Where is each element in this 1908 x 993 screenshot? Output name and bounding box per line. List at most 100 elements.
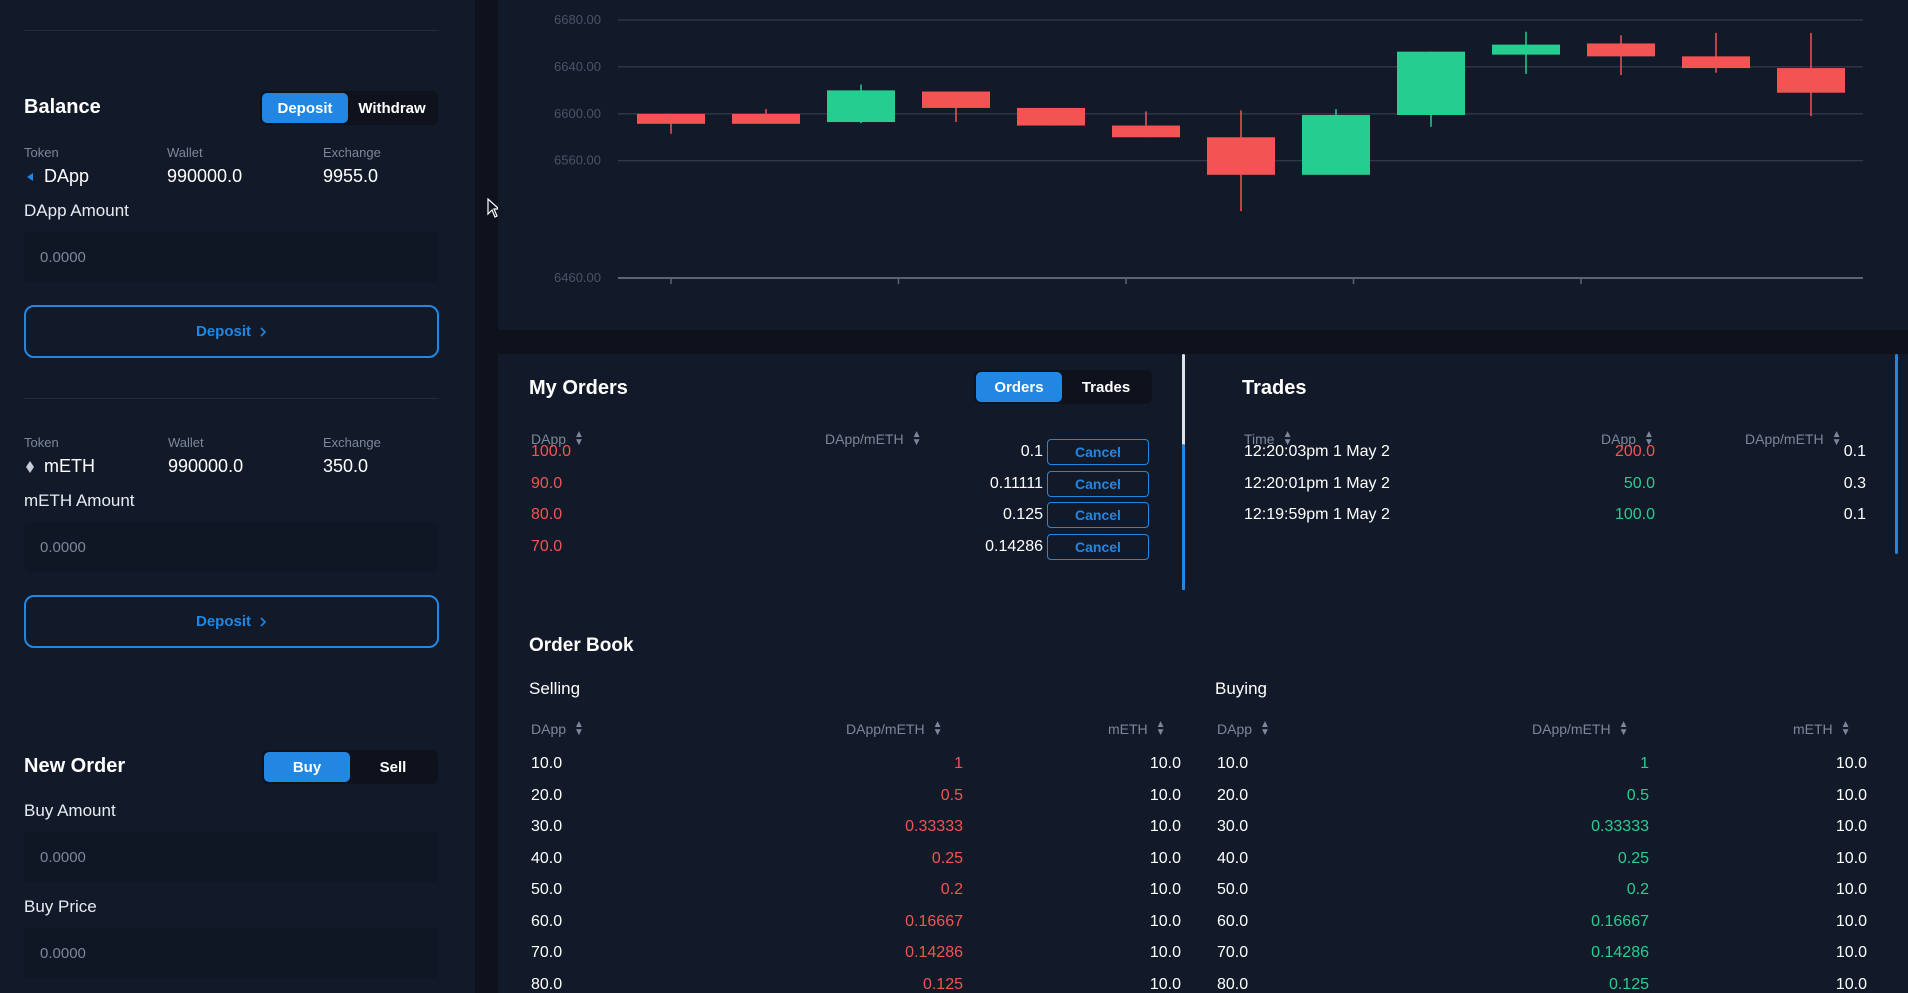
selling-amount: 50.0 [531,881,563,898]
trade-amount: 200.0 [1614,443,1655,460]
trade-price: 0.3 [1843,474,1866,492]
meth-wallet-col: Wallet 990000.0 [168,435,243,477]
buying-total-header[interactable]: mETH ▲ ▼ [1793,720,1851,738]
header-label: Time [1244,431,1275,447]
chevron-right-icon [260,326,267,337]
trades-tab[interactable]: Trades [1081,378,1131,396]
buying-price: 0.16667 [1591,912,1649,930]
deposit-meth-label: Deposit [195,613,251,630]
selling-price: 0.14286 [905,944,963,961]
trade-price: 0.1 [1843,506,1866,523]
order-price: 0.1 [1020,443,1043,460]
selling-amount: 60.0 [531,912,563,930]
cancel-order-button[interactable]: Cancel [1047,439,1149,465]
dapp-token-name: DApp [44,166,90,186]
sort-icon: ▲ ▼ [574,429,584,448]
buy-tab[interactable]: Buy [264,752,350,782]
selling-total: 10.0 [1149,786,1181,804]
dapp-exchange-value: 9955.0 [323,166,379,186]
buying-amount: 10.0 [1217,755,1249,772]
header-label: DApp/mETH [1532,721,1611,737]
cancel-order-button[interactable]: Cancel [1047,470,1149,497]
scrollbar-thumb[interactable] [1182,444,1185,590]
selling-total: 10.0 [1149,881,1181,898]
buying-price: 0.125 [1608,975,1649,993]
withdraw-tab[interactable]: Withdraw [358,99,426,117]
trades-time-header[interactable]: Time ▲ ▼ [1244,430,1293,448]
dapp-token-col: Token DApp [24,145,89,187]
selling-amount: 20.0 [531,786,563,804]
sort-icon: ▲ ▼ [574,719,584,738]
candle-body-down [637,113,705,124]
selling-total-header[interactable]: mETH ▲ ▼ [1108,720,1166,738]
meth-amount-label: mETH Amount [24,491,135,510]
order-amount: 90.0 [531,474,563,492]
sort-icon: ▲ ▼ [932,719,943,738]
order-price: 0.14286 [985,537,1043,555]
dapp-amount-input[interactable] [24,232,439,282]
selling-total: 10.0 [1149,912,1181,930]
balance-tabs: Deposit Withdraw [260,91,438,125]
deposit-tab[interactable]: Deposit [262,93,348,123]
selling-total: 10.0 [1149,975,1181,993]
sort-icon: ▲ ▼ [911,429,922,448]
dapp-exchange-col: Exchange 9955.0 [323,145,381,187]
dapp-token-icon [27,172,33,181]
buying-price-header[interactable]: DApp/mETH ▲ ▼ [1532,720,1628,738]
buying-amount: 40.0 [1217,849,1249,867]
meth-amount-input[interactable] [24,522,439,572]
wallet-label: Wallet [168,435,204,450]
y-tick-label: 6560.00 [554,153,601,168]
buying-amount: 20.0 [1217,786,1249,804]
meth-exchange-col: Exchange 350.0 [323,435,381,477]
my-orders-price-header[interactable]: DApp/mETH ▲ ▼ [825,429,922,448]
trades-amount-header[interactable]: DApp ▲ ▼ [1601,429,1654,448]
buy-price-input[interactable] [24,928,439,978]
buying-amount: 30.0 [1217,818,1249,835]
cancel-order-button[interactable]: Cancel [1047,533,1149,560]
chevron-right-icon [260,616,267,627]
divider [24,30,439,31]
selling-amount: 30.0 [531,818,563,835]
candlestick-chart[interactable]: 6680.00 6640.00 6600.00 6560.00 6460.00 [498,0,1908,330]
selling-price: 1 [954,755,963,772]
token-label: Token [24,435,59,450]
buy-price-label: Buy Price [24,897,97,916]
trades-price-header[interactable]: DApp/mETH ▲ ▼ [1745,430,1841,448]
trade-amount: 100.0 [1614,506,1655,523]
selling-price: 0.25 [931,849,963,867]
selling-price-header[interactable]: DApp/mETH ▲ ▼ [846,719,943,738]
sell-tab[interactable]: Sell [379,758,407,776]
buying-amount-header[interactable]: DApp ▲ ▼ [1217,720,1270,738]
buy-amount-input[interactable] [24,832,439,882]
my-orders-amount-header[interactable]: DApp ▲ ▼ [531,429,584,448]
buying-total: 10.0 [1835,786,1867,804]
cancel-order-button[interactable]: Cancel [1047,502,1149,528]
selling-amount: 10.0 [531,755,563,772]
selling-price: 0.16667 [905,912,963,930]
orders-tab[interactable]: Orders [976,372,1062,402]
eth-diamond-icon [26,460,34,473]
exchange-label: Exchange [323,435,381,450]
new-order-title: New Order [24,755,126,777]
trade-price: 0.1 [1843,443,1866,460]
deposit-meth-button[interactable]: Deposit [24,595,439,648]
buying-total: 10.0 [1835,975,1867,993]
new-order-tabs: Buy Sell [262,750,438,784]
dapp-wallet-value: 990000.0 [167,166,243,186]
header-label: DApp/mETH [846,721,925,737]
deposit-dapp-button[interactable]: Deposit [24,305,439,358]
token-label: Token [24,145,59,160]
selling-amount: 40.0 [531,849,563,867]
my-orders-title: My Orders [529,377,628,399]
scrollbar-thumb[interactable] [1895,354,1898,554]
sort-icon: ▲ ▼ [1644,429,1654,448]
header-label: mETH [1108,721,1148,737]
order-amount: 70.0 [531,537,563,555]
selling-price: 0.125 [922,975,963,993]
token-value: DApp [24,166,89,187]
selling-amount-header[interactable]: DApp ▲ ▼ [531,719,584,738]
divider [24,398,439,399]
buying-total: 10.0 [1835,755,1867,772]
candle-body-down [732,113,800,124]
